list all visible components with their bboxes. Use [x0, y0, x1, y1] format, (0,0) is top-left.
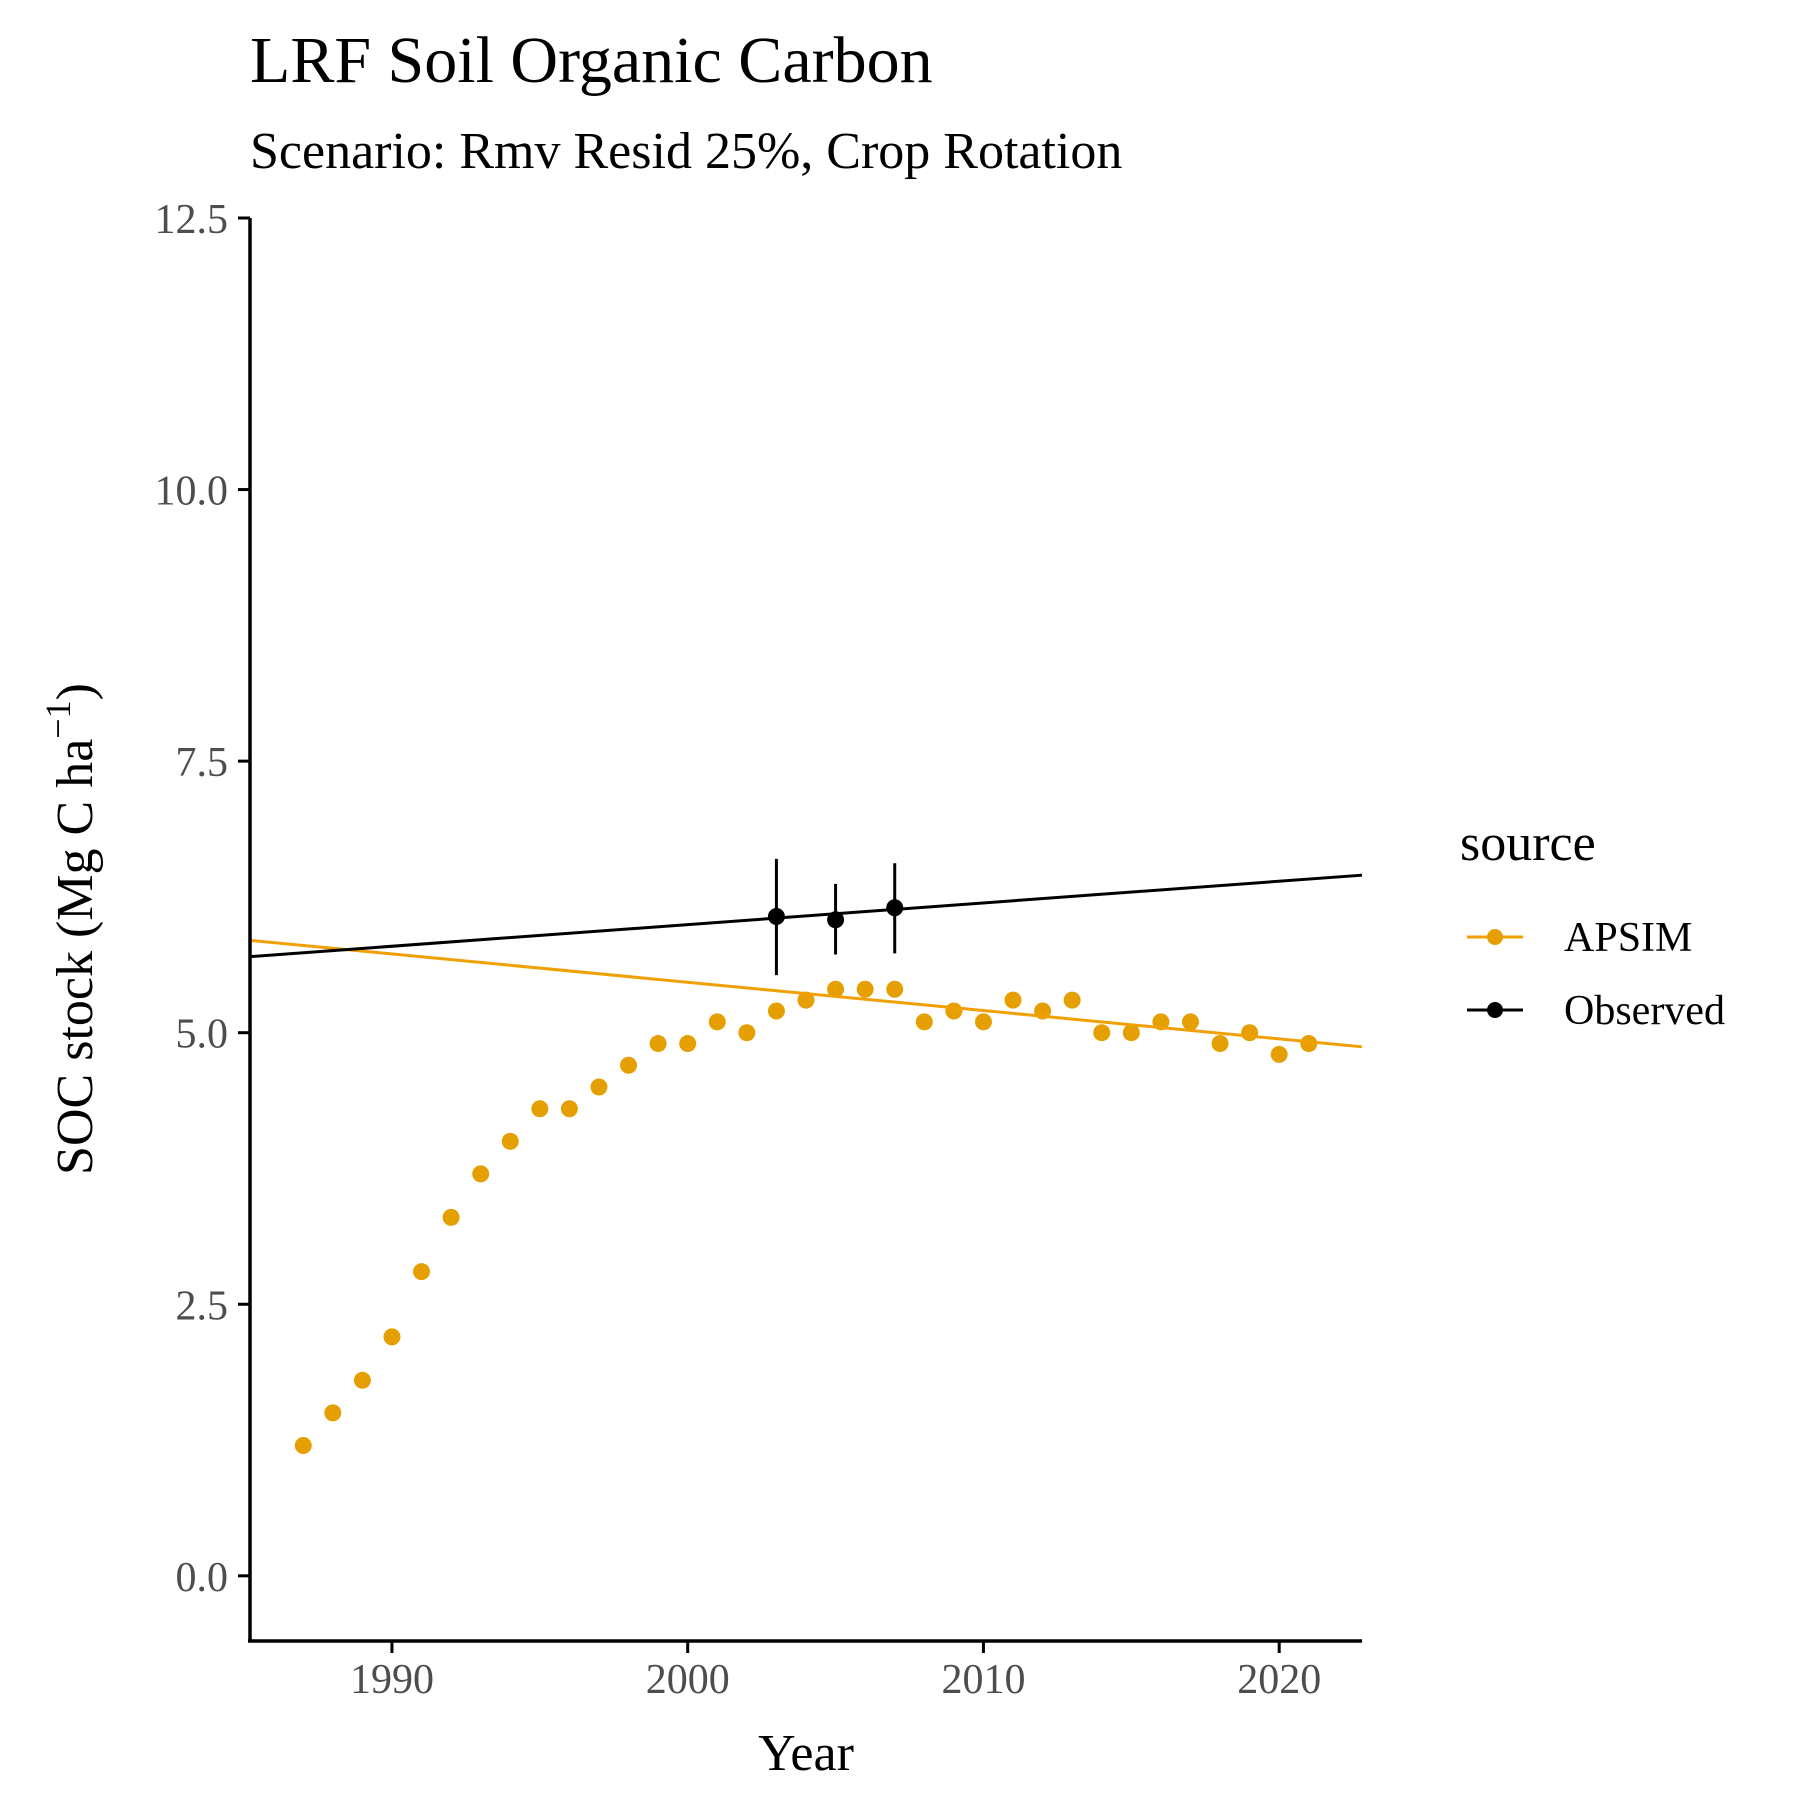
legend-item-observed: Observed	[1467, 988, 1725, 1034]
apsim-point	[1122, 1024, 1140, 1042]
apsim-point	[413, 1263, 431, 1281]
apsim-point	[1093, 1024, 1111, 1042]
chart-title: LRF Soil Organic Carbon	[250, 24, 933, 97]
y-tick-label: 2.5	[176, 1283, 229, 1329]
apsim-point	[767, 1002, 785, 1020]
apsim-point	[590, 1078, 608, 1096]
apsim-point	[856, 980, 874, 998]
apsim-point	[1004, 991, 1022, 1009]
observed-point	[767, 907, 785, 925]
legend-key-point-apsim	[1487, 929, 1503, 945]
apsim-point	[974, 1013, 992, 1031]
x-tick-label: 2020	[1237, 1657, 1321, 1703]
apsim-point	[915, 1013, 933, 1031]
observed-trend-line	[249, 873, 1363, 959]
plot-area	[249, 858, 1363, 1454]
x-tick-label: 2010	[941, 1657, 1025, 1703]
x-axis-title: Year	[758, 1725, 854, 1782]
apsim-point	[531, 1100, 549, 1118]
legend-label-observed: Observed	[1564, 988, 1725, 1034]
apsim-trend-line	[249, 938, 1363, 1049]
apsim-point	[353, 1371, 371, 1389]
apsim-point	[886, 980, 904, 998]
apsim-point	[442, 1208, 460, 1226]
legend-label-apsim: APSIM	[1564, 915, 1692, 961]
apsim-point	[560, 1100, 578, 1118]
apsim-point	[649, 1035, 667, 1053]
y-axis-title: SOC stock (Mg C ha−1)	[38, 683, 104, 1175]
legend-key-point-observed	[1487, 1002, 1503, 1018]
apsim-point	[324, 1404, 342, 1422]
apsim-point	[797, 991, 815, 1009]
apsim-point	[501, 1132, 519, 1150]
apsim-point	[1063, 991, 1081, 1009]
y-tick-label: 0.0	[176, 1555, 229, 1601]
apsim-point	[383, 1328, 401, 1346]
apsim-point	[472, 1165, 490, 1183]
y-tick-label: 5.0	[176, 1012, 229, 1058]
x-tick-label: 2000	[646, 1657, 730, 1703]
legend-title: source	[1460, 815, 1596, 872]
apsim-point	[738, 1024, 756, 1042]
observed-point	[827, 911, 845, 929]
apsim-point	[1241, 1024, 1259, 1042]
chart-subtitle: Scenario: Rmv Resid 25%, Crop Rotation	[250, 123, 1122, 180]
x-tick-label: 1990	[350, 1657, 434, 1703]
apsim-point	[827, 980, 845, 998]
apsim-point	[1181, 1013, 1199, 1031]
legend-item-apsim: APSIM	[1467, 915, 1692, 961]
apsim-point	[1300, 1035, 1318, 1053]
apsim-point	[1211, 1035, 1229, 1053]
y-tick-label: 7.5	[176, 740, 229, 786]
observed-point	[886, 899, 904, 917]
apsim-point	[945, 1002, 963, 1020]
y-tick-label: 10.0	[155, 469, 229, 515]
apsim-point	[620, 1056, 638, 1074]
x-axis-ticks: 1990 2000 2010 2020	[350, 1641, 1321, 1703]
apsim-point	[294, 1436, 312, 1454]
y-axis-ticks: 0.0 2.5 5.0 7.5 10.0 12.5	[155, 197, 250, 1601]
legend: source APSIM Observed	[1460, 815, 1725, 1034]
apsim-point	[679, 1035, 697, 1053]
apsim-point	[1270, 1045, 1288, 1063]
apsim-point	[708, 1013, 726, 1031]
y-tick-label: 12.5	[155, 197, 229, 243]
